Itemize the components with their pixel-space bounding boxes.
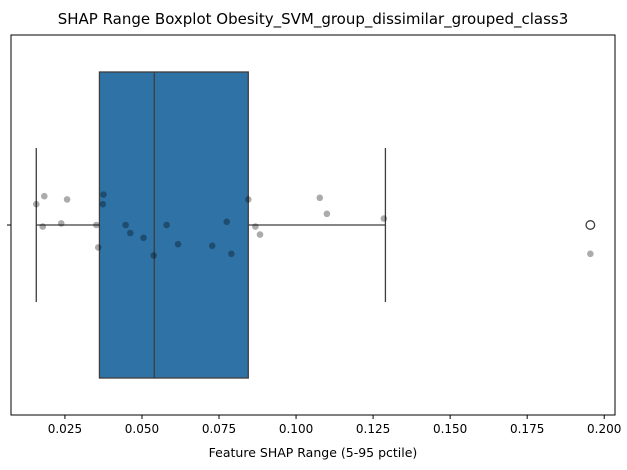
- data-point: [39, 223, 47, 230]
- x-axis-label: Feature SHAP Range (5-95 pctile): [209, 445, 418, 460]
- data-point: [94, 244, 102, 251]
- outlier-marker: [585, 220, 596, 230]
- x-tick-label: 0.200: [587, 422, 621, 436]
- data-point: [32, 200, 40, 208]
- chart-title: SHAP Range Boxplot Obesity_SVM_group_dis…: [58, 10, 569, 29]
- data-point: [223, 218, 231, 226]
- x-tick-label: 0.075: [202, 422, 236, 436]
- data-point: [57, 220, 65, 227]
- data-point: [140, 234, 147, 242]
- data-point: [316, 194, 324, 202]
- data-point: [323, 210, 331, 218]
- x-tick-label: 0.100: [279, 422, 313, 436]
- data-point: [252, 223, 259, 230]
- data-point: [256, 231, 264, 238]
- x-tick-label: 0.050: [125, 422, 159, 436]
- data-point: [93, 221, 100, 229]
- data-point: [208, 242, 216, 250]
- data-point: [587, 250, 594, 258]
- data-point: [99, 200, 107, 208]
- x-tick-label: 0.025: [48, 422, 82, 436]
- data-point: [100, 191, 107, 198]
- x-tick-label: 0.150: [433, 422, 467, 436]
- data-point: [163, 221, 170, 229]
- plot-area: 0.025 0.050 0.075 0.100 0.125 0.150 0.175 0.200: [7, 34, 621, 436]
- data-point: [228, 250, 235, 258]
- data-point: [150, 252, 157, 259]
- data-point: [380, 215, 388, 222]
- data-point: [40, 192, 48, 200]
- x-tick-label: 0.175: [510, 422, 544, 436]
- data-point: [126, 229, 134, 237]
- iqr-box: [98, 71, 249, 379]
- data-point: [174, 240, 182, 248]
- x-tick-label: 0.125: [356, 422, 390, 436]
- data-point: [244, 196, 252, 203]
- data-point: [122, 221, 129, 229]
- data-point: [63, 196, 71, 203]
